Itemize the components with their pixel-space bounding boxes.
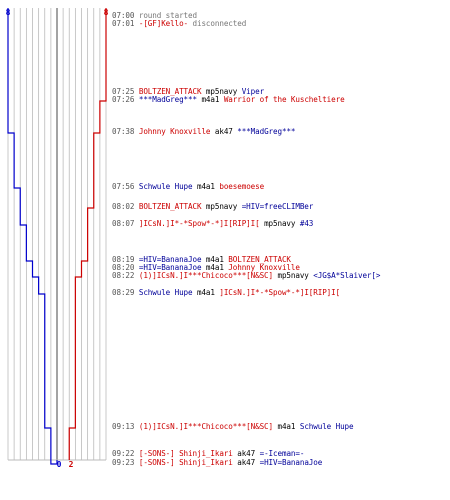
event-text: BOLTZEN_ATTACK xyxy=(138,87,202,96)
event-text: [-SONS-] Shinji_Ikari xyxy=(138,449,233,458)
event-row: 07:01 -[GF]Kello- disconnected xyxy=(112,19,246,28)
event-row: 08:22 (1)]ICsN.]I***Chicoco***[N&SC] mp5… xyxy=(112,271,380,280)
event-text: ]ICsN.]I*-*Spow*-*]I[RIP]I[ xyxy=(138,219,260,228)
event-text: mp5navy xyxy=(201,202,242,211)
event-text: mp5navy xyxy=(201,87,242,96)
event-text: ak47 xyxy=(210,127,238,136)
event-row: 09:13 (1)]ICsN.]I***Chicoco***[N&SC] m4a… xyxy=(112,422,354,431)
event-text: Johnny Knoxville xyxy=(228,263,300,272)
event-text: =-Iceman=- xyxy=(259,449,305,458)
event-text: m4a1 xyxy=(273,422,300,431)
event-row: 08:19 =HIV=BananaJoe m4a1 BOLTZEN_ATTACK xyxy=(112,255,291,264)
event-time: 08:02 xyxy=(112,202,135,211)
event-text: -[GF]Kello- xyxy=(138,19,189,28)
event-time: 08:22 xyxy=(112,271,135,280)
event-row: 08:29 Schwule Hupe m4a1 ]ICsN.]I*-*Spow*… xyxy=(112,288,340,297)
event-row: 07:25 BOLTZEN_ATTACK mp5navy Viper xyxy=(112,87,264,96)
event-text: ak47 xyxy=(232,458,260,467)
event-text: Warrior of the Kuscheltiere xyxy=(223,95,345,104)
event-text: disconnected xyxy=(188,19,247,28)
event-text: (1)]ICsN.]I***Chicoco***[N&SC] xyxy=(138,271,273,280)
event-text: =HIV=BananaJoe xyxy=(138,263,202,272)
event-text: mp5navy xyxy=(259,219,300,228)
event-text: =HIV=BananaJoe xyxy=(259,458,323,467)
red-team-step-line xyxy=(68,8,107,460)
event-text: ***MadGreg*** xyxy=(237,127,296,136)
event-row: 08:20 =HIV=BananaJoe m4a1 Johnny Knoxvil… xyxy=(112,263,300,272)
event-text: ***MadGreg*** xyxy=(138,95,197,104)
event-text: Schwule Hupe xyxy=(299,422,354,431)
event-text: =HIV=BananaJoe xyxy=(138,255,202,264)
event-text: m4a1 xyxy=(192,288,220,297)
event-text: (1)]ICsN.]I***Chicoco***[N&SC] xyxy=(138,422,273,431)
event-text: round started xyxy=(138,11,197,20)
blue-start-count: 8 xyxy=(6,8,11,17)
event-text: Schwule Hupe xyxy=(138,182,193,191)
event-text: ak47 xyxy=(232,449,260,458)
red-start-count: 8 xyxy=(104,8,109,17)
event-time: 08:20 xyxy=(112,263,135,272)
event-row: 07:38 Johnny Knoxville ak47 ***MadGreg**… xyxy=(112,127,295,136)
event-row: 09:23 [-SONS-] Shinji_Ikari ak47 =HIV=Ba… xyxy=(112,458,322,467)
event-text: BOLTZEN_ATTACK xyxy=(138,202,202,211)
event-text: Viper xyxy=(241,87,265,96)
event-time: 09:13 xyxy=(112,422,135,431)
event-time: 07:38 xyxy=(112,127,135,136)
red-team-line xyxy=(68,8,107,460)
event-row: 08:02 BOLTZEN_ATTACK mp5navy =HIV=freeCL… xyxy=(112,202,313,211)
event-text: mp5navy xyxy=(273,271,314,280)
event-text: Johnny Knoxville xyxy=(138,127,211,136)
event-text: BOLTZEN_ATTACK xyxy=(228,255,291,264)
event-time: 08:29 xyxy=(112,288,135,297)
red-end-count: 2 xyxy=(69,460,74,469)
event-text: m4a1 xyxy=(201,263,229,272)
event-row: 07:56 Schwule Hupe m4a1 boesemoese xyxy=(112,182,264,191)
event-text: boesemoese xyxy=(219,182,265,191)
event-time: 09:22 xyxy=(112,449,135,458)
event-text: <JG$A*Slaiver[> xyxy=(313,271,381,280)
event-time: 07:26 xyxy=(112,95,135,104)
event-text: m4a1 xyxy=(196,95,224,104)
event-text: Schwule Hupe xyxy=(138,288,193,297)
event-row: 07:00 round started xyxy=(112,11,197,20)
event-time: 07:56 xyxy=(112,182,135,191)
event-time: 07:00 xyxy=(112,11,135,20)
event-time: 07:01 xyxy=(112,19,135,28)
event-time: 09:23 xyxy=(112,458,135,467)
event-text: =HIV=freeCLIMBer xyxy=(241,202,314,211)
event-text: #43 xyxy=(299,219,314,228)
blue-team-step-line xyxy=(7,8,58,465)
event-text: m4a1 xyxy=(192,182,220,191)
event-text: m4a1 xyxy=(201,255,229,264)
blue-team-line xyxy=(7,8,58,465)
event-row: 08:07 ]ICsN.]I*-*Spow*-*]I[RIP]I[ mp5nav… xyxy=(112,219,313,228)
event-time: 08:07 xyxy=(112,219,135,228)
blue-end-count: 0 xyxy=(57,460,62,469)
event-row: 07:26 ***MadGreg*** m4a1 Warrior of the … xyxy=(112,95,345,104)
event-text: ]ICsN.]I*-*Spow*-*]I[RIP]I[ xyxy=(219,288,341,297)
event-row: 09:22 [-SONS-] Shinji_Ikari ak47 =-Icema… xyxy=(112,449,304,458)
event-time: 08:19 xyxy=(112,255,135,264)
event-text: [-SONS-] Shinji_Ikari xyxy=(138,458,233,467)
event-time: 07:25 xyxy=(112,87,135,96)
